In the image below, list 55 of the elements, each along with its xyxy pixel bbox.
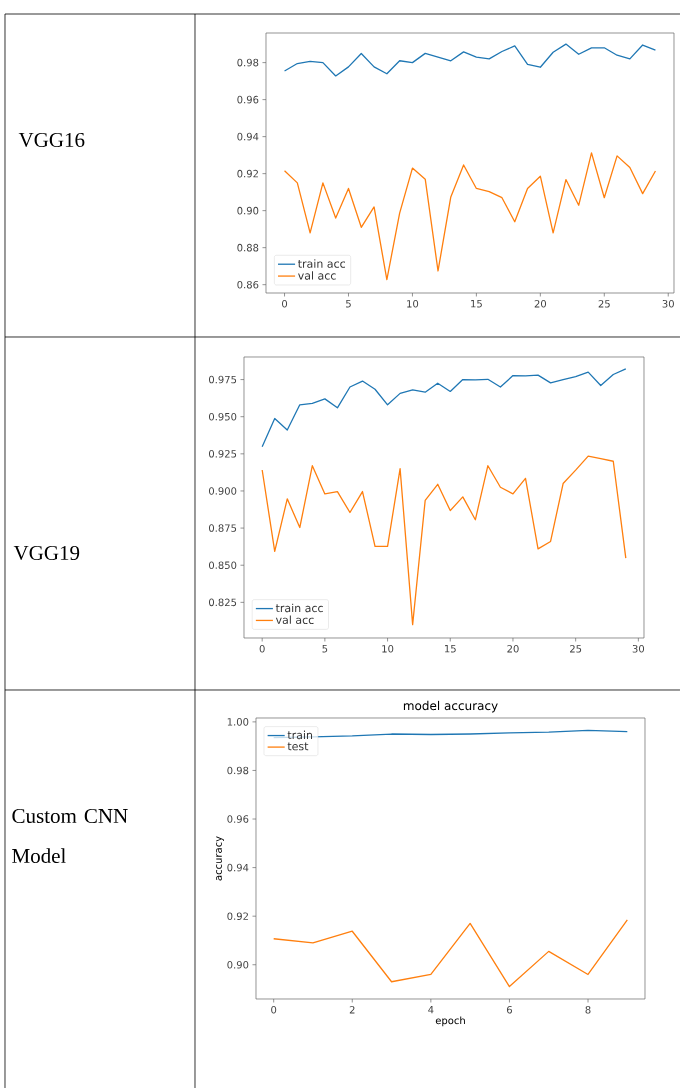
x-tick-label: 5 <box>322 645 328 653</box>
y-tick-label: 0.92 <box>227 912 248 920</box>
y-tick-label: 0.90 <box>237 206 259 215</box>
x-tick-label: 20 <box>534 300 547 308</box>
y-tick-label: 0.96 <box>227 815 249 823</box>
y-tick-label: 0.98 <box>237 58 259 67</box>
x-tick-label: 25 <box>598 300 610 308</box>
line-series <box>261 368 627 448</box>
chart-title: model accuracy <box>403 700 498 713</box>
y-tick-label: 0.96 <box>237 95 259 104</box>
y-tick-label: 0.92 <box>237 169 258 178</box>
x-tick-label: 5 <box>346 300 351 308</box>
y-tick-label: 0.94 <box>237 132 259 141</box>
x-tick-label: 25 <box>570 645 582 653</box>
x-tick-label: 4 <box>428 1006 434 1014</box>
y-tick-label: 0.98 <box>227 766 249 775</box>
line-series <box>273 919 628 988</box>
legend-label: train acc <box>298 259 345 268</box>
y-tick-label: 0.825 <box>208 598 237 607</box>
x-tick-label: 30 <box>662 300 674 308</box>
text: VGG19 <box>13 545 80 561</box>
x-tick-label: 10 <box>407 300 419 308</box>
line-series <box>283 152 657 281</box>
x-axis-title: epoch <box>435 1016 465 1027</box>
x-tick-label: 0 <box>282 300 288 308</box>
x-tick-label: 15 <box>445 645 456 653</box>
x-tick-label: 20 <box>507 645 519 653</box>
x-tick-label: 8 <box>585 1006 591 1014</box>
legend-label: test <box>287 742 309 751</box>
y-tick-label: 0.900 <box>208 487 237 495</box>
y-tick-label: 0.94 <box>227 863 249 872</box>
legend-label: train acc <box>275 603 323 613</box>
y-tick-label: 0.925 <box>208 450 237 458</box>
x-tick-label: 15 <box>471 300 482 308</box>
legend-label: val acc <box>275 615 314 625</box>
y-tick-label: 0.90 <box>227 960 249 969</box>
legend-label: val acc <box>298 271 336 280</box>
x-tick-label: 30 <box>632 645 645 653</box>
y-tick-label: 1.00 <box>227 718 249 726</box>
y-tick-label: 0.850 <box>208 561 237 569</box>
y-tick-label: 0.875 <box>208 524 237 532</box>
x-tick-label: 6 <box>506 1006 512 1014</box>
y-tick-label: 0.86 <box>237 280 259 289</box>
y-tick-label: 0.88 <box>237 243 259 252</box>
text: Custom CNN Model <box>12 808 128 864</box>
text: VGG16 <box>18 132 85 148</box>
legend-label: train <box>287 730 313 740</box>
x-tick-label: 0 <box>271 1006 277 1014</box>
y-tick-label: 0.950 <box>208 412 237 421</box>
line-series <box>261 455 627 626</box>
y-axis-title: accuracy <box>216 836 224 881</box>
x-tick-label: 2 <box>349 1006 355 1014</box>
y-tick-label: 0.975 <box>208 375 237 384</box>
x-tick-label: 0 <box>259 645 265 653</box>
x-tick-label: 10 <box>382 645 394 653</box>
